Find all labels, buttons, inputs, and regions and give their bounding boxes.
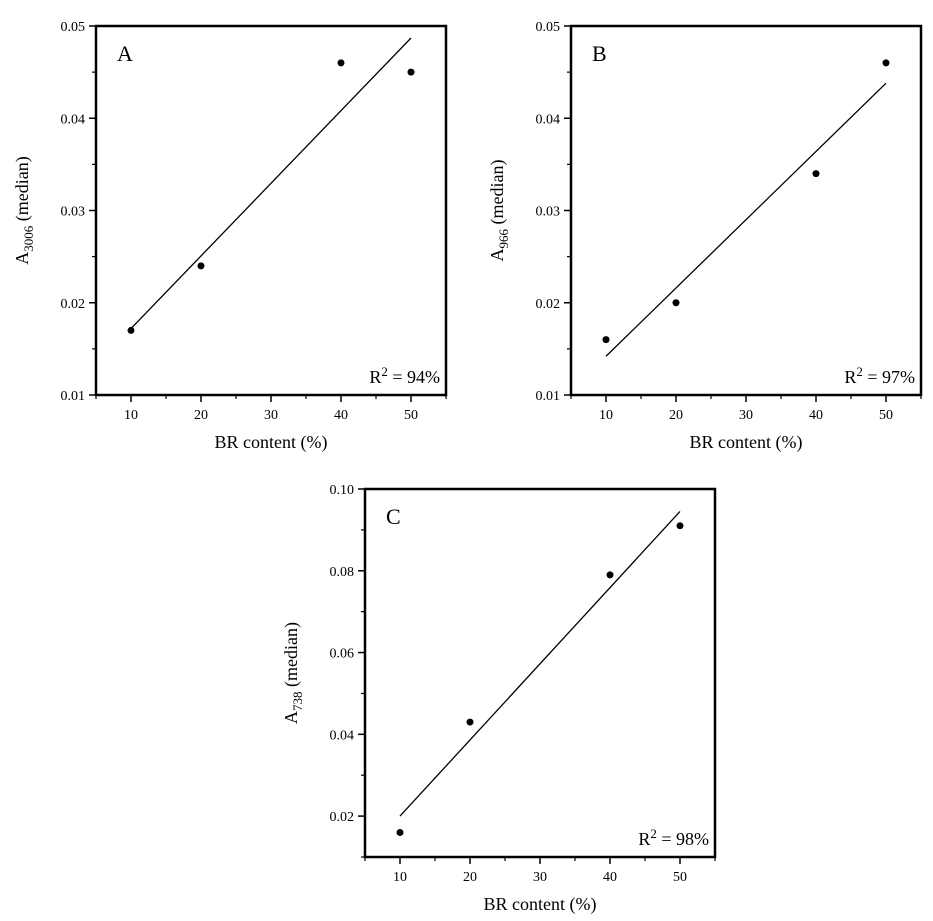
y-tick-label: 0.04 (61, 112, 86, 127)
y-tick-label: 0.02 (61, 297, 86, 312)
data-point (606, 571, 614, 579)
y-axis-label-main: A (487, 248, 507, 261)
y-axis-label-tail: (median) (487, 160, 508, 229)
x-tick-label: 40 (603, 870, 617, 885)
data-point (466, 718, 474, 726)
data-point (812, 170, 820, 178)
data-point (127, 326, 135, 334)
r-squared-label: R2 = 94% (369, 364, 440, 387)
y-axis-label: A966 (median) (487, 160, 511, 262)
x-tick-label: 30 (739, 408, 753, 423)
x-axis-label: BR content (%) (215, 432, 328, 453)
y-axis-label-main: A (12, 252, 32, 265)
x-tick-label: 40 (809, 408, 823, 423)
y-tick-label: 0.04 (536, 112, 561, 127)
r-squared-rhs: = 98% (657, 829, 709, 849)
y-axis-label-tail: (median) (12, 156, 33, 225)
x-tick-label: 10 (393, 870, 407, 885)
r-squared-rhs: = 94% (388, 367, 440, 387)
r-squared-lhs: R (369, 367, 381, 387)
y-tick-label: 0.03 (61, 205, 86, 220)
plot-frame (94, 24, 448, 397)
x-axis-label: BR content (%) (690, 432, 803, 453)
x-tick-label: 30 (533, 870, 547, 885)
r-squared-sup: 2 (856, 364, 863, 379)
y-axis-label-sub: 3006 (21, 225, 36, 252)
y-axis-label-main: A (281, 711, 301, 724)
y-axis-label: A738 (median) (281, 622, 305, 724)
y-tick-label: 0.02 (536, 297, 561, 312)
y-axis-label: A3006 (median) (12, 156, 36, 264)
r-squared-lhs: R (844, 367, 856, 387)
data-point (602, 336, 610, 344)
data-point (672, 299, 680, 307)
y-tick-label: 0.05 (61, 20, 86, 35)
y-tick-label: 0.01 (61, 389, 86, 404)
x-tick-label: 50 (879, 408, 893, 423)
r-squared-lhs: R (638, 829, 650, 849)
x-tick-label: 50 (404, 408, 418, 423)
r-squared-label: R2 = 98% (638, 826, 709, 849)
data-point (676, 522, 684, 530)
data-point (396, 828, 404, 836)
fit-line (130, 37, 412, 330)
y-tick-label: 0.06 (330, 647, 355, 662)
panel-letter: C (386, 504, 401, 529)
r-squared-label: R2 = 97% (844, 364, 915, 387)
x-tick-label: 20 (194, 408, 208, 423)
y-tick-label: 0.02 (330, 810, 355, 825)
data-point (407, 68, 415, 76)
y-tick-label: 0.08 (330, 565, 355, 580)
r-squared-sup: 2 (650, 826, 657, 841)
y-axis-label-sub: 738 (290, 691, 305, 711)
y-axis-label-tail: (median) (281, 622, 302, 691)
y-tick-label: 0.03 (536, 205, 561, 220)
x-tick-label: 10 (124, 408, 138, 423)
y-tick-label: 0.05 (536, 20, 561, 35)
r-squared-rhs: = 97% (863, 367, 915, 387)
panel-b: 10 20 30 40 50 0.01 0.02 0.03 0.04 0.05 B R2 = 97% B… (487, 20, 923, 453)
panel-letter: A (117, 41, 133, 66)
y-tick-label: 0.01 (536, 389, 561, 404)
y-axis-label-sub: 966 (496, 228, 511, 248)
panel-a: 10 20 30 40 50 0.01 0.02 0.03 0.04 0.05 A R2 = 94% B… (12, 20, 448, 453)
data-point (197, 262, 205, 270)
x-tick-label: 30 (264, 408, 278, 423)
r-squared-sup: 2 (381, 364, 388, 379)
x-axis-label: BR content (%) (484, 894, 597, 915)
x-tick-label: 50 (673, 870, 687, 885)
y-tick-label: 0.10 (330, 483, 355, 498)
fit-line (605, 82, 887, 357)
panel-letter: B (592, 41, 607, 66)
data-point (882, 59, 890, 67)
x-tick-label: 20 (669, 408, 683, 423)
x-tick-label: 10 (599, 408, 613, 423)
data-point (337, 59, 345, 67)
panel-c: 10 20 30 40 50 0.02 0.04 0.06 0.08 0.10 C R2 = 98% B… (281, 483, 717, 915)
y-tick-label: 0.04 (330, 728, 355, 743)
plot-frame (363, 487, 717, 859)
fit-line (399, 511, 681, 817)
x-tick-label: 20 (463, 870, 477, 885)
x-tick-label: 40 (334, 408, 348, 423)
